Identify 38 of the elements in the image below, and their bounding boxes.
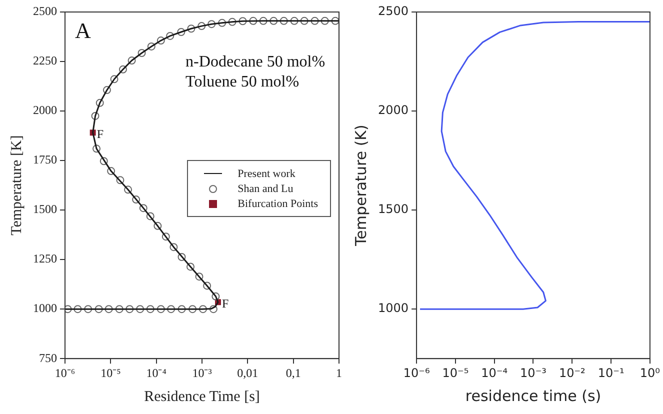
legend-label: Shan and Lu xyxy=(238,182,294,194)
annotation: F xyxy=(96,126,104,141)
x-tick-label: 1 xyxy=(336,366,342,380)
legend-label: Bifurcation Points xyxy=(238,198,318,210)
x-tick-label: 10⁻³ xyxy=(520,366,547,380)
y-tick-label: 2000 xyxy=(378,103,409,118)
legend-label: Present work xyxy=(238,168,296,180)
y-tick-label: 2500 xyxy=(378,4,409,18)
y-tick-label: 1000 xyxy=(378,301,409,316)
x-tick-label: 10⁰ xyxy=(640,366,660,380)
x-tick-label: 10⁻⁴ xyxy=(481,366,508,380)
x-tick-label: 10⁻¹ xyxy=(598,366,624,380)
y-tick-label: 1500 xyxy=(33,202,57,216)
annotation: Toluene 50 mol% xyxy=(186,73,300,90)
x-tick-label: 10⁻³ xyxy=(192,366,212,380)
y-tick-label: 750 xyxy=(39,350,57,365)
x-axis-title: Residence Time [s] xyxy=(144,388,260,405)
y-tick-label: 2000 xyxy=(33,103,57,118)
x-tick-label: 0,01 xyxy=(237,366,258,380)
x-tick-label: 10⁻² xyxy=(558,366,586,380)
x-tick-label: 10⁻⁶ xyxy=(403,366,430,380)
y-axis-title: Temperature [K] xyxy=(8,135,25,236)
y-tick-label: 1500 xyxy=(378,202,409,216)
y-tick-label: 2500 xyxy=(33,4,57,18)
y-tick-label: 2250 xyxy=(33,54,57,68)
y-tick-label: 1250 xyxy=(33,252,57,266)
y-tick-label: 1000 xyxy=(33,301,57,316)
annotation: F xyxy=(222,296,229,310)
x-tick-label: 10⁻⁵ xyxy=(100,366,121,380)
y-axis-title: Temperature (K) xyxy=(352,124,370,247)
x-tick-label: 10⁻⁵ xyxy=(442,366,469,380)
x-axis-title: residence time (s) xyxy=(465,386,602,405)
y-tick-label: 1750 xyxy=(33,152,57,167)
annotation: n-Dodecane 50 mol% xyxy=(186,53,326,70)
x-tick-label: 10⁻⁴ xyxy=(146,366,166,380)
annotation: A xyxy=(75,18,91,43)
x-tick-label: 0,1 xyxy=(286,366,301,380)
x-tick-label: 10⁻⁶ xyxy=(54,366,76,380)
